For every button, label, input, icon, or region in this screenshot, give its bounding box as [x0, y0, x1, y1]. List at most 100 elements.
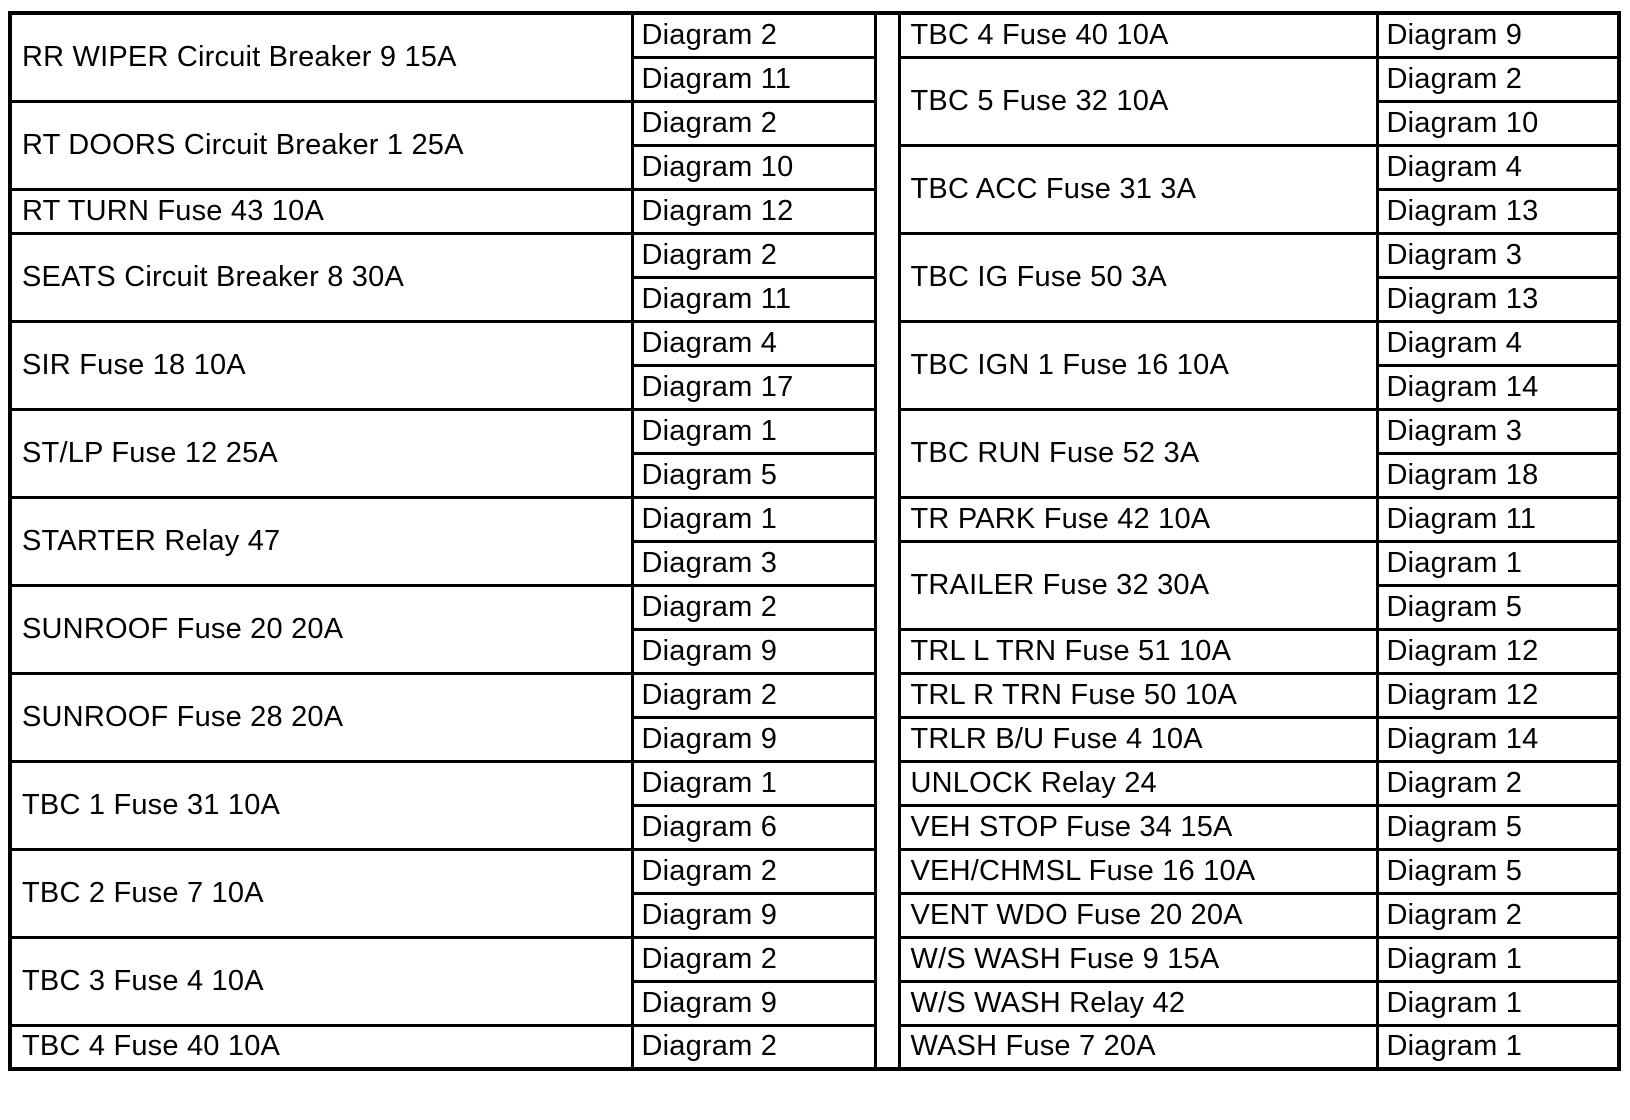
diagram-cell: Diagram 5 — [1375, 847, 1621, 895]
diagram-cell: Diagram 11 — [630, 55, 877, 103]
diagram-cell: Diagram 5 — [630, 451, 877, 499]
diagram-cell: Diagram 4 — [630, 319, 877, 367]
device-cell: TBC ACC Fuse 31 3A — [897, 143, 1379, 235]
device-cell: W/S WASH Relay 42 — [897, 979, 1379, 1027]
table-row: STARTER Relay 47 Diagram 1 TR PARK Fuse 42… — [8, 495, 1621, 587]
diagram-cell: Diagram 2 — [1375, 759, 1621, 807]
table-row: Diagram 17 Diagram 14 — [10, 363, 1621, 411]
diagram-cell: Diagram 3 — [630, 539, 877, 587]
device-cell: UNLOCK Relay 24 — [897, 759, 1379, 807]
device-cell: TRAILER Fuse 32 30A — [897, 539, 1379, 631]
diagram-cell: Diagram 3 — [1375, 231, 1621, 279]
diagram-cell: Diagram 10 — [1375, 99, 1621, 147]
table-row: SUNROOF Fuse 28 20A Diagram 2 TRL R TRN Fu… — [8, 671, 1621, 763]
diagram-cell: Diagram 9 — [630, 627, 877, 675]
table-row: Diagram 11 TBC 5 Fuse 32 10A Diagram 2 — [10, 55, 1621, 147]
diagram-cell: Diagram 18 — [1375, 451, 1621, 499]
diagram-cell: Diagram 2 — [630, 583, 877, 631]
diagram-cell: Diagram 11 — [630, 275, 877, 323]
device-cell: TRLR B/U Fuse 4 10A — [897, 715, 1379, 763]
diagram-cell: Diagram 9 — [630, 891, 877, 939]
table-row: SEATS Circuit Breaker 8 30A Diagram 2 TBC … — [8, 231, 1621, 323]
diagram-cell: Diagram 9 — [630, 979, 877, 1027]
diagram-cell: Diagram 2 — [630, 11, 877, 59]
diagram-cell: Diagram 10 — [630, 143, 877, 191]
device-cell: TBC 4 Fuse 40 10A — [897, 11, 1379, 59]
device-cell: RT DOORS Circuit Breaker 1 25A — [8, 99, 634, 191]
diagram-cell: Diagram 12 — [630, 187, 877, 235]
device-cell: RR WIPER Circuit Breaker 9 15A — [8, 11, 634, 103]
diagram-cell: Diagram 2 — [630, 99, 877, 147]
diagram-cell: Diagram 2 — [630, 231, 877, 279]
diagram-cell: Diagram 2 — [630, 671, 877, 719]
device-cell: WASH Fuse 7 20A — [897, 1023, 1379, 1071]
table-row: SUNROOF Fuse 20 20A Diagram 2 Diagram 5 — [8, 583, 1621, 675]
diagram-cell: Diagram 6 — [630, 803, 877, 851]
device-cell: SUNROOF Fuse 28 20A — [8, 671, 634, 763]
table-row: TBC 1 Fuse 31 10A Diagram 1 UNLOCK Relay 2… — [8, 759, 1621, 851]
diagram-cell: Diagram 1 — [630, 759, 877, 807]
table-row: Diagram 9 TRL L TRN Fuse 51 10A Diagram 12 — [10, 627, 1621, 675]
device-cell: TBC IGN 1 Fuse 16 10A — [897, 319, 1379, 411]
diagram-cell: Diagram 1 — [1375, 979, 1621, 1027]
diagram-cell: Diagram 11 — [1375, 495, 1621, 543]
device-cell: STARTER Relay 47 — [8, 495, 634, 587]
device-cell: TRL L TRN Fuse 51 10A — [897, 627, 1379, 675]
column-gap — [873, 11, 901, 1071]
table-row: Diagram 9 TRLR B/U Fuse 4 10A Diagram 14 — [10, 715, 1621, 763]
table-row: Diagram 9 W/S WASH Relay 42 Diagram 1 — [10, 979, 1621, 1027]
diagram-cell: Diagram 13 — [1375, 187, 1621, 235]
device-cell: TR PARK Fuse 42 10A — [897, 495, 1379, 543]
table-row: Diagram 5 Diagram 18 — [10, 451, 1621, 499]
device-cell: RT TURN Fuse 43 10A — [8, 187, 634, 235]
diagram-cell: Diagram 5 — [1375, 583, 1621, 631]
table-row: Diagram 10 TBC ACC Fuse 31 3A Diagram 4 — [10, 143, 1621, 235]
table-row: Diagram 9 VENT WDO Fuse 20 20A Diagram 2 — [10, 891, 1621, 939]
diagram-cell: Diagram 2 — [1375, 55, 1621, 103]
device-cell: ST/LP Fuse 12 25A — [8, 407, 634, 499]
diagram-cell: Diagram 14 — [1375, 715, 1621, 763]
device-cell: TBC 2 Fuse 7 10A — [8, 847, 634, 939]
device-cell: SUNROOF Fuse 20 20A — [8, 583, 634, 675]
diagram-cell: Diagram 17 — [630, 363, 877, 411]
device-cell: VEH STOP Fuse 34 15A — [897, 803, 1379, 851]
table-row: TBC 3 Fuse 4 10A Diagram 2 W/S WASH Fuse 9… — [8, 935, 1621, 1027]
diagram-cell: Diagram 1 — [1375, 1023, 1621, 1071]
device-cell: TBC 1 Fuse 31 10A — [8, 759, 634, 851]
diagram-cell: Diagram 9 — [630, 715, 877, 763]
diagram-cell: Diagram 1 — [630, 407, 877, 455]
diagram-cell: Diagram 3 — [1375, 407, 1621, 455]
diagram-cell: Diagram 2 — [630, 847, 877, 895]
diagram-cell: Diagram 12 — [1375, 627, 1621, 675]
device-cell: TBC 3 Fuse 4 10A — [8, 935, 634, 1027]
diagram-cell: Diagram 4 — [1375, 319, 1621, 367]
table-row: Diagram 11 Diagram 13 — [10, 275, 1621, 323]
table-row: TBC 2 Fuse 7 10A Diagram 2 VEH/CHMSL Fuse … — [8, 847, 1621, 939]
table-row: RT TURN Fuse 43 10A Diagram 12 Diagram 13 — [8, 187, 1621, 235]
device-cell: W/S WASH Fuse 9 15A — [897, 935, 1379, 983]
device-cell: SEATS Circuit Breaker 8 30A — [8, 231, 634, 323]
device-cell: VENT WDO Fuse 20 20A — [897, 891, 1379, 939]
device-cell: TBC RUN Fuse 52 3A — [897, 407, 1379, 499]
diagram-cell: Diagram 13 — [1375, 275, 1621, 323]
device-cell: TBC 5 Fuse 32 10A — [897, 55, 1379, 147]
diagram-cell: Diagram 1 — [1375, 935, 1621, 983]
diagram-cell: Diagram 1 — [630, 495, 877, 543]
table-row: TBC 4 Fuse 40 10A Diagram 2 WASH Fuse 7 20… — [8, 1023, 1621, 1071]
table-row: Diagram 3 TRAILER Fuse 32 30A Diagram 1 — [10, 539, 1621, 631]
diagram-cell: Diagram 4 — [1375, 143, 1621, 191]
diagram-cell: Diagram 1 — [1375, 539, 1621, 587]
device-cell: TBC IG Fuse 50 3A — [897, 231, 1379, 323]
diagram-cell: Diagram 2 — [630, 1023, 877, 1071]
table-row: SIR Fuse 18 10A Diagram 4 TBC IGN 1 Fuse 1… — [8, 319, 1621, 411]
device-cell: TRL R TRN Fuse 50 10A — [897, 671, 1379, 719]
table-row: ST/LP Fuse 12 25A Diagram 1 TBC RUN Fuse 5… — [8, 407, 1621, 499]
diagram-cell: Diagram 2 — [630, 935, 877, 983]
device-cell: TBC 4 Fuse 40 10A — [8, 1023, 634, 1071]
diagram-cell: Diagram 14 — [1375, 363, 1621, 411]
